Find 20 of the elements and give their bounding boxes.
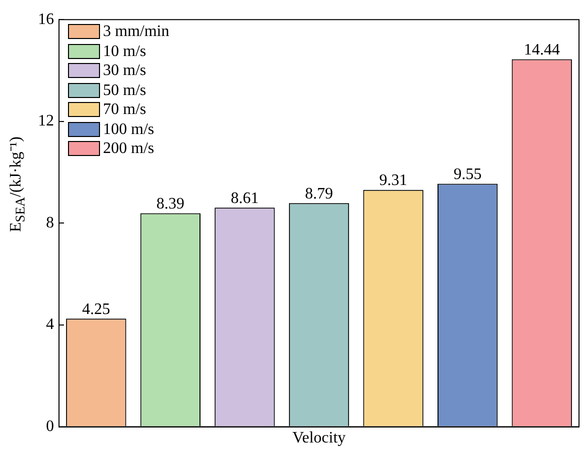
legend-label: 70 m/s (103, 100, 146, 120)
y-tick-label: 12 (38, 112, 54, 130)
data-label: 9.55 (454, 166, 482, 183)
data-label: 4.25 (82, 300, 110, 318)
y-tick-label: 4 (46, 316, 54, 334)
y-tick-label: 16 (38, 10, 54, 28)
legend-label: 30 m/s (103, 61, 146, 80)
x-axis-title: Velocity (292, 430, 346, 447)
legend-label: 10 m/s (103, 42, 146, 61)
legend-label: 200 m/s (103, 139, 154, 158)
data-label: 8.39 (156, 195, 184, 212)
legend-label: 100 m/s (103, 120, 154, 139)
y-tick-label: 8 (46, 214, 54, 232)
data-label: 8.79 (305, 185, 333, 202)
data-label: 8.61 (230, 190, 259, 207)
data-label: 14.44 (524, 42, 560, 59)
legend-label: 50 m/s (103, 80, 146, 100)
data-label: 9.31 (379, 172, 408, 190)
y-tick-label: 0 (46, 418, 54, 436)
legend-label: 3 mm/min (103, 22, 170, 42)
